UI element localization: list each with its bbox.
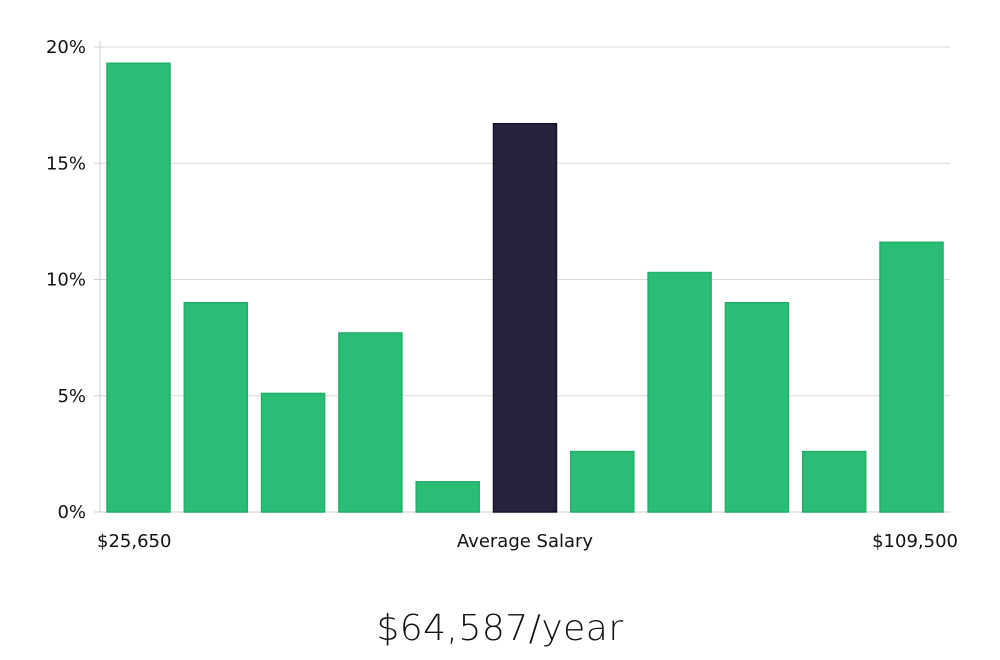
- x-label-max-salary: $109,500: [872, 531, 958, 552]
- y-tick-label-5: 5%: [57, 386, 86, 407]
- bar-4: [338, 332, 403, 513]
- bars: [106, 62, 944, 513]
- x-label-average-salary: Average Salary: [457, 531, 594, 552]
- bar-3: [260, 392, 326, 513]
- x-label-min-salary: $25,650: [97, 531, 171, 552]
- bar-10: [801, 450, 867, 513]
- x-axis-labels: $25,650 Average Salary $109,500: [97, 531, 958, 552]
- bar-2: [183, 302, 249, 513]
- y-axis-tick-labels: 0% 5% 10% 15% 20%: [46, 37, 86, 523]
- bar-9: [724, 302, 790, 513]
- bar-5: [415, 481, 480, 513]
- average-salary-headline: $64,587/year: [376, 608, 624, 649]
- bar-1: [106, 62, 171, 513]
- y-tick-label-15: 15%: [46, 153, 86, 174]
- y-tick-label-0: 0%: [57, 502, 86, 523]
- bar-8: [647, 271, 712, 513]
- bar-11: [879, 241, 944, 513]
- chart-svg: 0% 5% 10% 15% 20% $25,650 Average Salary $10…: [46, 37, 958, 552]
- y-tick-label-10: 10%: [46, 270, 86, 291]
- y-tick-label-20: 20%: [46, 37, 86, 58]
- bar-average-salary: [492, 122, 558, 513]
- bar-7: [570, 450, 635, 513]
